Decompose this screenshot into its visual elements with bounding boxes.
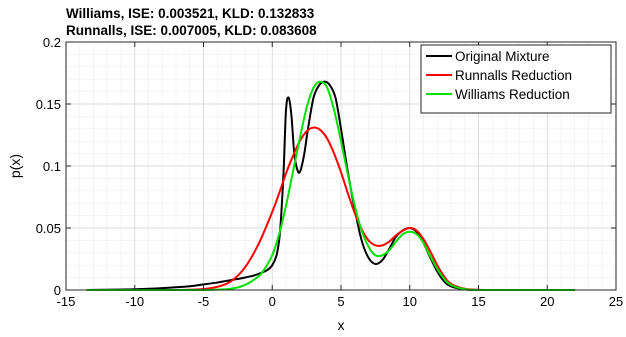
tick-marks [65,41,617,291]
y-tick-label: 0.1 [43,159,61,174]
x-tick-label: 20 [540,294,554,309]
x-axis-label: x [338,317,345,333]
y-tick-label: 0 [54,283,61,298]
x-tick-label: 15 [471,294,485,309]
x-tick-label: 0 [269,294,276,309]
y-tick-label: 0.15 [36,97,61,112]
x-tick-label: 10 [403,294,417,309]
x-tick-label: -15 [57,294,76,309]
y-tick-label: 0.05 [36,221,61,236]
y-tick-label: 0.2 [43,35,61,50]
legend-label-williams-reduction: Williams Reduction [455,87,570,102]
series-lines [86,80,575,292]
x-tick-label: -5 [198,294,210,309]
series-line-runnalls-reduction [86,126,575,292]
legend-box [420,44,612,114]
legend-label-original-mixture: Original Mixture [455,49,550,64]
x-tick-label: 25 [609,294,623,309]
y-tick-labels: 0 0.05 0.1 0.15 0.2 [36,35,61,298]
chart-title-line-2: Runnalls, ISE: 0.007005, KLD: 0.083608 [66,23,317,38]
chart-title-line-1: Williams, ISE: 0.003521, KLD: 0.132833 [66,6,315,21]
series-line-williams-reduction [86,80,575,292]
legend-label-runnalls-reduction: Runnalls Reduction [455,68,572,83]
x-tick-labels: -15 -10 -5 0 5 10 15 20 25 [57,294,624,309]
x-tick-label: 5 [337,294,344,309]
legend: Original Mixture Runnalls Reduction Willia… [420,44,612,114]
y-axis-label: p(x) [7,154,23,178]
x-tick-label: -10 [125,294,144,309]
